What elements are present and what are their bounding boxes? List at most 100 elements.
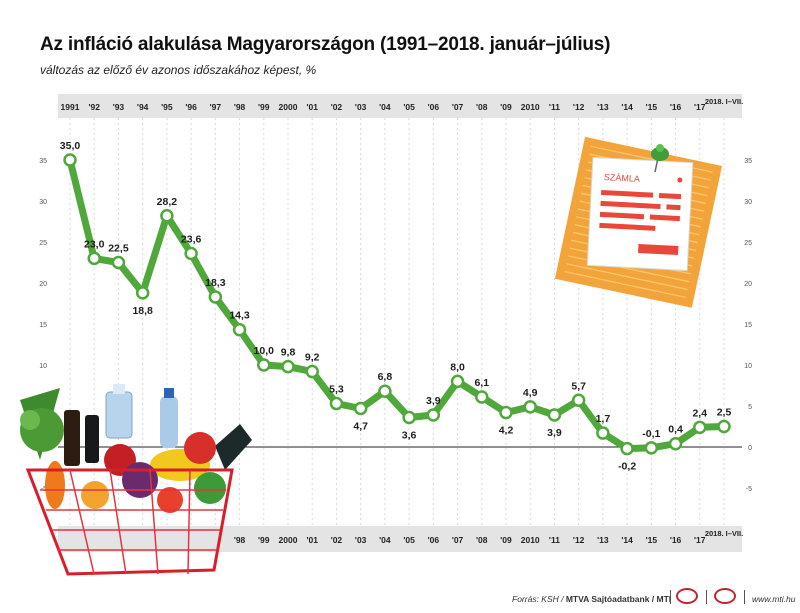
x-tick-label: '01: [306, 102, 318, 112]
x-tick-label: '17: [694, 535, 706, 545]
data-label: 6,8: [378, 371, 393, 383]
data-point: [208, 290, 223, 304]
y-tick-label: 10: [744, 363, 752, 370]
data-label: 3,6: [402, 429, 417, 441]
y-tick-label: 25: [39, 240, 47, 247]
data-label: 6,1: [474, 377, 489, 389]
data-point: [620, 441, 634, 456]
invoice-line: [649, 214, 680, 222]
data-point: [160, 209, 174, 223]
site-link[interactable]: www.mti.hu: [752, 594, 796, 604]
invoice-line: [599, 211, 645, 220]
x-tick-label: '08: [476, 102, 488, 112]
data-label: -0,2: [618, 461, 636, 473]
x-tick-label: '02: [331, 102, 343, 112]
x-tick-label: '97: [210, 102, 222, 112]
x-tick-label: '11: [549, 102, 560, 112]
data-point: [184, 246, 198, 261]
x-tick-label: '11: [549, 535, 560, 545]
invoice-line: [599, 222, 656, 231]
data-point: [644, 441, 659, 455]
x-tick-label: '16: [670, 102, 682, 112]
y-tick-label: 35: [39, 158, 47, 165]
shopping-basket-illustration: [20, 384, 252, 576]
y-tick-label: 15: [744, 322, 752, 329]
x-tick-label: '03: [355, 102, 367, 112]
data-label: 3,9: [547, 427, 562, 439]
x-tick-label: '09: [500, 102, 512, 112]
x-tick-label: '12: [573, 535, 585, 545]
data-point: [281, 359, 295, 374]
x-tick-label: '15: [646, 102, 658, 112]
data-point: [668, 436, 683, 451]
data-point: [596, 426, 610, 440]
mtva-logo-icon: [676, 588, 698, 604]
x-tick-label: 2000: [279, 535, 298, 545]
chart-subtitle: változás az előző év azonos időszakához …: [40, 63, 317, 77]
x-tick-label: '08: [476, 535, 488, 545]
data-label: 2,4: [692, 407, 707, 419]
x-tick-label: 2010: [521, 102, 540, 112]
x-tick-label: '99: [258, 535, 270, 545]
y-tick-label: -5: [746, 486, 752, 493]
x-tick-label: '06: [428, 535, 440, 545]
data-point: [378, 384, 392, 398]
data-label: 4,7: [353, 420, 368, 432]
y-tick-label: 5: [748, 404, 752, 411]
y-tick-label: 20: [39, 281, 47, 288]
data-point: [63, 153, 77, 167]
push-pin-icon: [651, 144, 669, 173]
data-point: [693, 420, 707, 435]
invoice-label: SZÁMLA: [604, 172, 640, 184]
x-tick-label: '07: [452, 535, 464, 545]
x-tick-label: '15: [646, 535, 658, 545]
x-tick-label: '04: [379, 535, 391, 545]
data-label: 4,2: [499, 425, 514, 437]
data-point: [135, 286, 150, 300]
x-tick-label: '01: [306, 535, 318, 545]
x-tick-label: '03: [355, 535, 367, 545]
y-tick-label: 20: [744, 281, 752, 288]
source-agency: MTVA Sajtóadatbank / MTI: [565, 594, 672, 604]
y-tick-label: 25: [744, 240, 752, 247]
x-tick-label: '94: [137, 102, 149, 112]
x-tick-label: '92: [88, 102, 100, 112]
data-label: 23,0: [84, 238, 105, 250]
x-tick-label: '09: [500, 535, 512, 545]
data-point: [523, 400, 537, 414]
mti-logo-icon: [714, 588, 736, 604]
x-tick-label: 2010: [521, 535, 540, 545]
invoice-line: [666, 204, 681, 211]
data-point: [547, 408, 562, 422]
x-tick-label: '12: [573, 102, 585, 112]
x-axis-bottom: '98 '99 2000 '01 '02 '03 '04 '05 '06 '07 '08 '09 201…: [234, 529, 743, 545]
invoice-line: [600, 200, 661, 210]
x-tick-label: '14: [621, 535, 633, 545]
chart-title: Az infláció alakulása Magyarországon (19…: [40, 34, 611, 55]
data-points: [63, 153, 731, 456]
y-axis-right: 35 30 25 20 15 10 5 0 -5: [744, 158, 752, 493]
x-tick-label: '13: [597, 102, 609, 112]
data-point: [571, 393, 586, 408]
data-label: 18,3: [205, 277, 226, 289]
x-tick-label: '17: [694, 102, 706, 112]
x-tick-label: 1991: [61, 102, 80, 112]
data-label: 9,8: [281, 347, 296, 359]
data-label: 18,8: [132, 305, 153, 317]
x-tick-label: '05: [403, 102, 415, 112]
y-tick-label: 0: [748, 445, 752, 452]
x-tick-label: '06: [428, 102, 440, 112]
data-point: [232, 322, 247, 337]
data-point: [111, 255, 126, 270]
x-tick-label: 2000: [279, 102, 298, 112]
data-label: 10,0: [254, 345, 275, 357]
data-point: [353, 401, 368, 416]
y-tick-label: 10: [39, 363, 47, 370]
data-point: [475, 390, 489, 404]
data-label: 9,2: [305, 352, 320, 364]
footer-separator: [706, 590, 707, 604]
x-tick-label: '07: [452, 102, 464, 112]
x-tick-label: '98: [234, 102, 246, 112]
